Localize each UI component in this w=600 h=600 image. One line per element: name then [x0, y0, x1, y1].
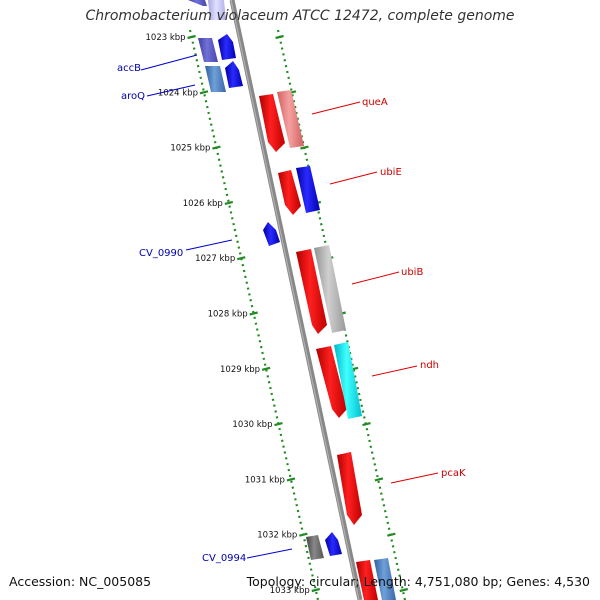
kbp-label: 1024 kbp	[158, 88, 198, 98]
major-tick	[212, 145, 221, 150]
kbp-label: 1028 kbp	[208, 310, 248, 320]
gene-label-ubiE: ubiE	[380, 167, 402, 178]
major-tick	[199, 90, 209, 95]
gene-label-CV_0990: CV_0990	[139, 248, 183, 259]
gene-feature-ubiE-2	[296, 166, 320, 213]
major-tick	[274, 422, 283, 427]
major-tick	[300, 145, 309, 150]
gene-feature-ubiB-2	[314, 245, 346, 333]
gene-feature-top-1	[188, 0, 207, 6]
leader-line-CV_0990	[185, 239, 233, 251]
gene-feature-bottom-1	[356, 560, 378, 600]
gene-feature-aroQ-2	[225, 61, 243, 88]
kbp-label: 1029 kbp	[220, 365, 260, 375]
gene-feature-CV_0990	[263, 222, 280, 246]
major-tick	[286, 477, 296, 482]
major-tick	[399, 587, 409, 593]
gene-label-accB: accB	[117, 63, 141, 74]
kbp-label: 1033 kbp	[270, 586, 310, 596]
kbp-label: 1026 kbp	[183, 199, 223, 209]
gene-feature-top-2	[208, 0, 226, 20]
leader-line-ndh	[371, 365, 418, 377]
kbp-label: 1027 kbp	[195, 254, 235, 264]
accession-text: Accession: NC_005085	[9, 574, 152, 589]
kbp-label: 1032 kbp	[257, 531, 297, 541]
gene-feature-ubiB-1	[296, 249, 327, 334]
gene-feature-CV_0994-1	[306, 535, 324, 560]
gene-feature-bottom-2	[374, 558, 396, 600]
major-tick	[261, 366, 271, 371]
major-tick	[374, 477, 384, 482]
leader-line-accB	[140, 54, 198, 71]
gene-feature-pcaK	[337, 452, 362, 525]
major-tick	[236, 256, 246, 261]
gene-feature-accB-1	[198, 38, 218, 62]
leader-line-aroQ	[146, 84, 196, 97]
kbp-label: 1023 kbp	[146, 33, 186, 43]
major-tick	[249, 311, 258, 316]
major-tick	[224, 200, 234, 205]
tick-track-left	[188, 29, 320, 600]
leader-line-pcaK	[390, 472, 439, 484]
gene-feature-ndh-1	[316, 346, 347, 418]
gene-labels: accB aroQ queA ubiE CV_0990 ubiB ndh pca…	[117, 63, 466, 564]
genome-title: Chromobacterium violaceum ATCC 12472, co…	[85, 8, 515, 24]
topology-text: Topology: circular; Length: 4,751,080 bp…	[246, 574, 590, 589]
kbp-label: 1030 kbp	[232, 420, 272, 430]
gene-feature-queA-1	[259, 94, 285, 152]
major-tick	[299, 532, 308, 537]
kbp-label: 1031 kbp	[245, 475, 285, 485]
gene-features	[188, 0, 396, 600]
gene-feature-accB-2	[218, 34, 236, 60]
gene-feature-ubiE-1	[278, 170, 301, 215]
leader-line-queA	[311, 101, 361, 115]
leader-line-ubiE	[329, 171, 378, 185]
gene-feature-aroQ-1	[205, 66, 226, 92]
leader-line-CV_0994	[246, 548, 293, 559]
leader-lines	[140, 54, 439, 559]
major-tick	[275, 34, 284, 40]
gene-label-pcaK: pcaK	[441, 468, 466, 479]
gene-feature-queA-2	[277, 90, 304, 148]
gene-feature-CV_0994-2	[325, 532, 342, 556]
gene-label-queA: queA	[362, 97, 388, 108]
gene-label-ndh: ndh	[420, 360, 439, 371]
major-tick	[311, 587, 321, 593]
kbp-label: 1025 kbp	[170, 144, 210, 154]
gene-label-ubiB: ubiB	[401, 267, 423, 278]
leader-line-ubiB	[351, 271, 400, 285]
gene-feature-ndh-2	[334, 342, 362, 419]
backbone	[229, 0, 363, 600]
major-tick	[362, 422, 371, 427]
tick-track-right	[276, 29, 407, 600]
gene-label-CV_0994: CV_0994	[202, 553, 246, 564]
kbp-labels: 1023 kbp 1024 kbp 1025 kbp 1026 kbp 1027 kbp…	[146, 33, 310, 596]
major-tick	[187, 34, 196, 40]
gene-label-aroQ: aroQ	[121, 91, 145, 102]
major-tick	[387, 532, 396, 537]
